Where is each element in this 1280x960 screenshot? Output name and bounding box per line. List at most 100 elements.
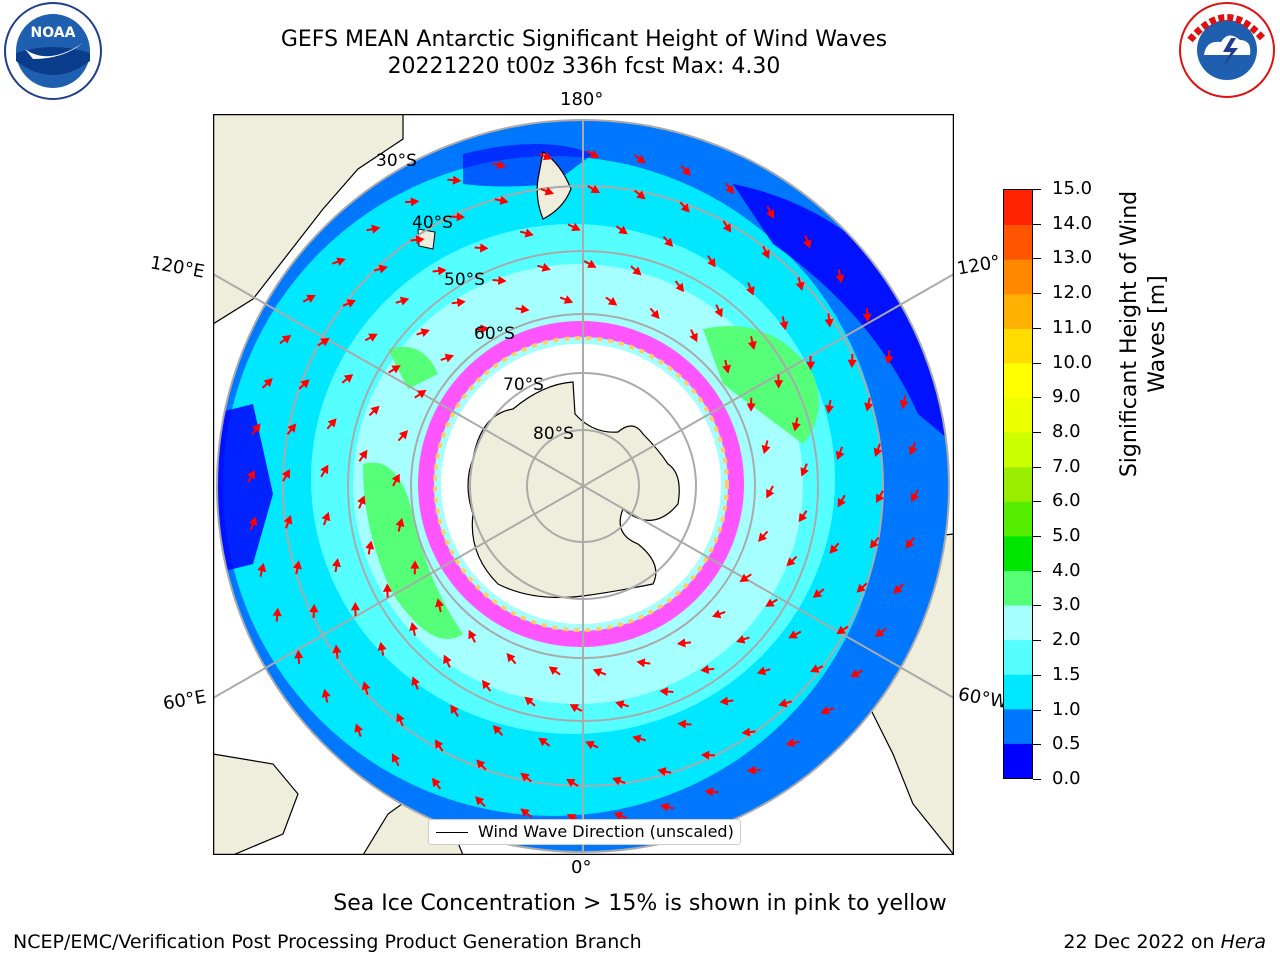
wave-arrow-head [700, 664, 710, 674]
wave-arrow-head [795, 281, 805, 291]
wave-arrow-head [281, 468, 290, 479]
chart-subtitle-forecast: 20221220 t00z 336h fcst Max: 4.30 [387, 54, 781, 79]
wave-arrow-head [437, 266, 447, 276]
wave-arrow-head [676, 638, 686, 648]
wave-arrow-head [452, 175, 462, 185]
wave-arrow-head [294, 649, 304, 659]
colorbar-segment [1004, 708, 1032, 744]
wave-arrow-head [741, 727, 751, 737]
colorbar-tick-mark [1033, 605, 1041, 607]
wave-arrow-head [636, 190, 646, 200]
wave-arrow-head [399, 430, 409, 440]
colorbar-tick-mark [1033, 536, 1041, 538]
national-weather-service-logo-icon [1176, 0, 1278, 100]
wave-arrow-head [798, 512, 808, 523]
wave-arrow-head [835, 450, 845, 461]
wave-arrow-head [736, 634, 746, 644]
colorbar-tick-label: 2.0 [1052, 629, 1081, 651]
wave-arrow-head [746, 286, 755, 296]
wave-arrow-head [650, 309, 660, 320]
wave-arrow-head [847, 359, 857, 369]
wave-arrow-head [869, 539, 879, 549]
colorbar-tick-label: 9.0 [1052, 386, 1081, 408]
antarctic-map [212, 113, 955, 857]
wave-arrow-head [632, 734, 642, 744]
lon-label-60e: 60°E [161, 686, 208, 715]
wave-arrow-head [320, 464, 329, 475]
colorbar [1003, 189, 1033, 779]
lat-label-70s: 70°S [503, 375, 544, 395]
colorbar-tick-label: 15.0 [1052, 178, 1093, 199]
wave-arrow-head [321, 688, 331, 698]
wave-arrow-head [893, 584, 903, 594]
wave-arrow-head [802, 239, 812, 249]
wave-arrow-head [711, 609, 722, 619]
wave-arrow-head [876, 493, 885, 504]
colorbar-tick-mark [1033, 258, 1041, 260]
wave-arrow-head [785, 738, 795, 748]
wave-arrow-head [263, 378, 273, 388]
wave-arrow-head [825, 404, 835, 414]
colorbar-label-line1: Significant Height of Wind [1117, 190, 1142, 478]
wave-arrow-head [786, 557, 796, 567]
wave-arrow-head [443, 654, 452, 665]
wave-arrow-head [756, 666, 767, 676]
noaa-logo-icon: NOAA [3, 1, 103, 101]
wave-arrow-head [681, 166, 691, 176]
wave-arrow-head [251, 423, 261, 433]
colorbar-segment [1004, 674, 1032, 710]
wave-arrow-head [354, 723, 364, 733]
svg-text:NOAA: NOAA [31, 25, 76, 41]
footer-host: Hera [1220, 931, 1266, 953]
wave-arrow-head [704, 787, 714, 797]
wave-arrow-head [476, 759, 486, 769]
wave-arrow-head [677, 719, 687, 729]
wave-arrow-head [377, 641, 387, 651]
wave-arrow-head [309, 603, 319, 613]
wave-arrow-head [391, 753, 400, 763]
wave-arrow-head [657, 767, 667, 777]
australia-land [212, 113, 404, 326]
wave-arrow-head [520, 304, 530, 314]
wave-arrow-head [331, 558, 341, 568]
wave-arrow-head [542, 151, 553, 161]
wave-arrow-head [497, 275, 507, 286]
wave-arrow-head [411, 676, 420, 686]
wave-arrow-head [382, 583, 393, 592]
colorbar-tick-label: 13.0 [1052, 247, 1093, 269]
wave-arrow-head [659, 686, 669, 697]
wave-arrow-head [306, 294, 316, 303]
wave-arrow-head [395, 517, 405, 528]
wave-arrow-head [434, 739, 444, 749]
wave-arrow-head [899, 399, 909, 410]
wave-arrow-head [287, 423, 297, 433]
wave-arrow-head [850, 669, 860, 678]
wave-arrow-head [506, 652, 516, 663]
antarctica-land [467, 381, 680, 599]
wave-arrow-head [544, 186, 554, 196]
colorbar-tick-mark [1033, 362, 1041, 364]
wave-arrow-head [357, 495, 366, 505]
new-zealand-land [536, 150, 572, 220]
wave-arrow-head [615, 700, 625, 710]
wave-arrow-head [590, 184, 601, 193]
colorbar-tick-label: 11.0 [1052, 316, 1093, 338]
wave-arrow-head [806, 361, 816, 371]
colorbar-tick-label: 12.0 [1052, 282, 1093, 304]
wave-arrow-head [563, 295, 574, 304]
colorbar-tick-mark [1033, 223, 1041, 225]
wave-arrow-head [300, 379, 310, 389]
wave-arrow-head [396, 713, 405, 723]
wave-arrow-head [835, 274, 845, 284]
colorbar-segment [1004, 466, 1032, 502]
colorbar-segment [1004, 259, 1032, 295]
wave-arrow-head [824, 318, 834, 328]
wave-arrow-head [836, 625, 846, 635]
colorbar-tick-mark [1033, 674, 1041, 676]
colorbar-segment [1004, 293, 1032, 329]
colorbar-segment [1004, 432, 1032, 468]
wave-arrow-head [911, 492, 920, 503]
wave-arrow-head [496, 160, 507, 170]
wave-arrow-head [765, 598, 775, 607]
wave-arrow-head [361, 681, 371, 691]
